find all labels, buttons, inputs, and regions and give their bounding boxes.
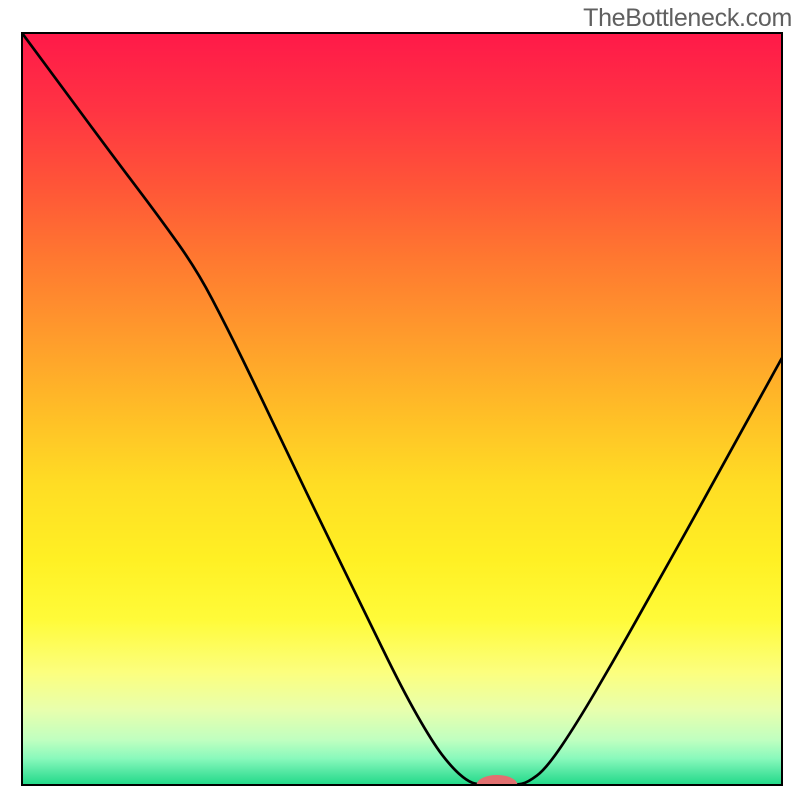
watermark-text: TheBottleneck.com <box>583 4 792 33</box>
chart-container: TheBottleneck.com <box>0 0 800 800</box>
bottleneck-chart <box>0 0 800 800</box>
plot-background <box>22 33 782 785</box>
